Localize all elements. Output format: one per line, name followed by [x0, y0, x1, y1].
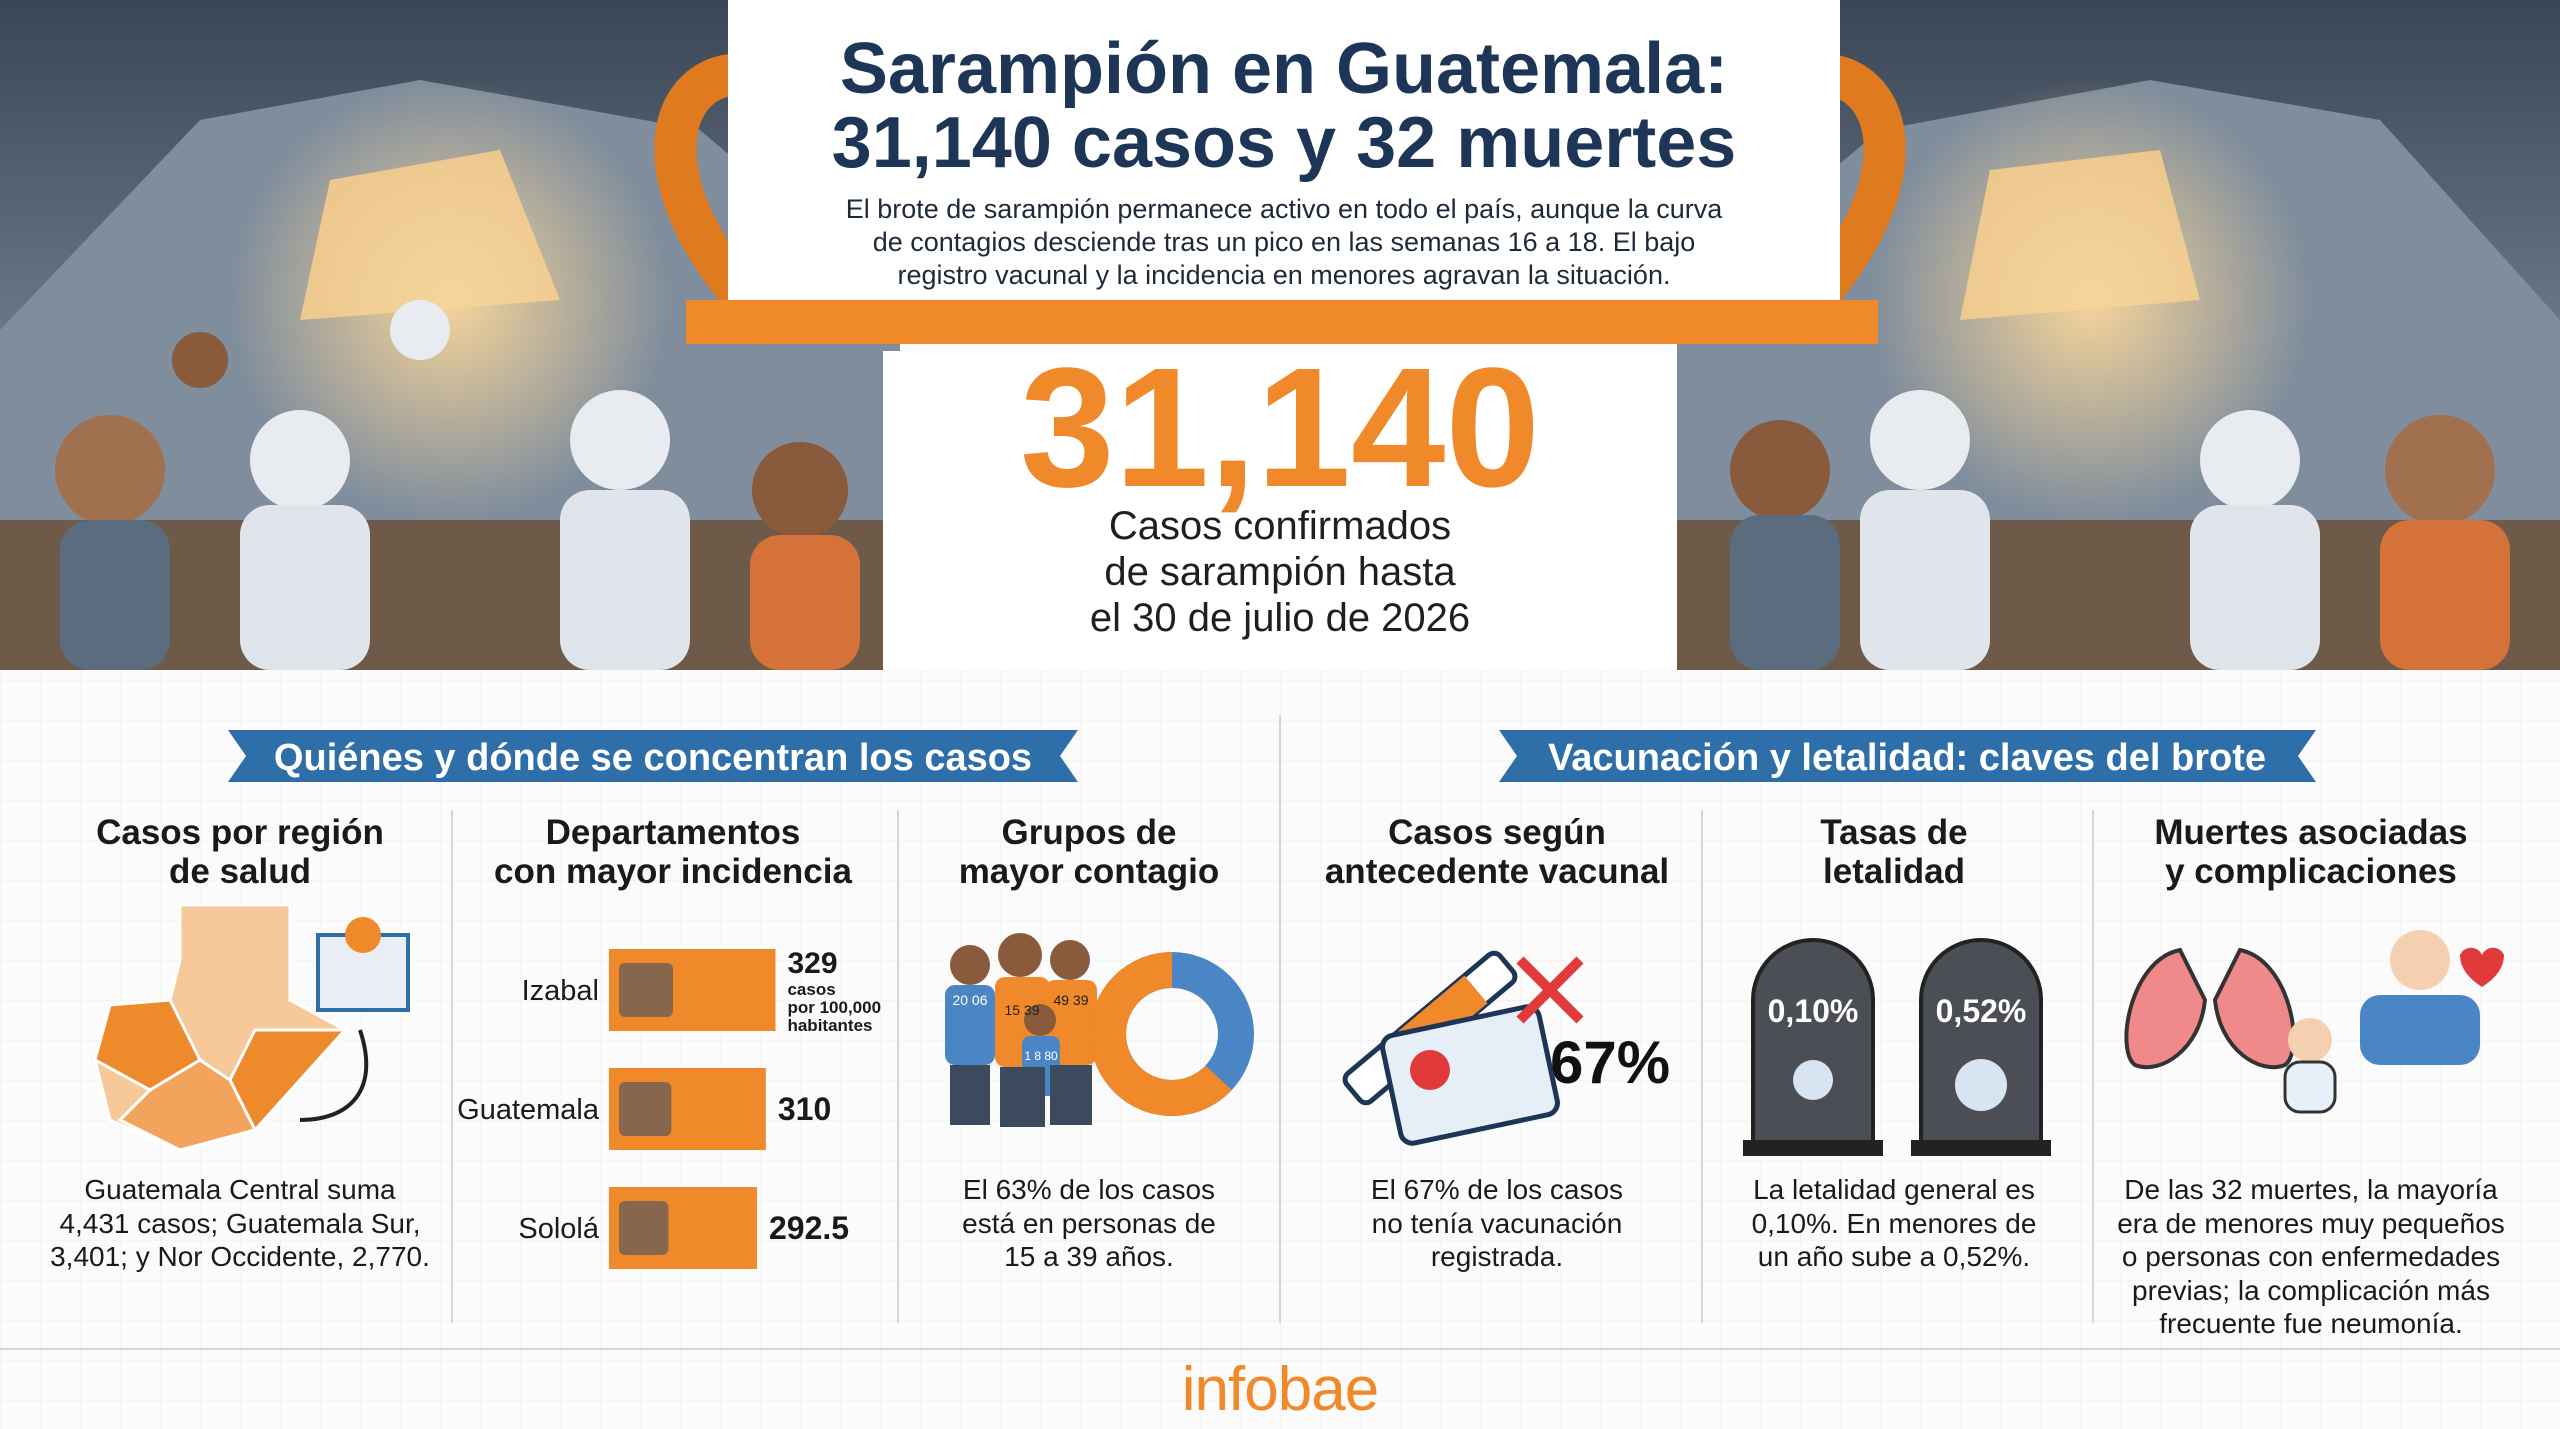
panel-text-line: frecuente fue neumonía. [2159, 1308, 2463, 1339]
ribbon-band [686, 300, 1878, 344]
panel-title-line: Casos por región [96, 813, 384, 852]
panel-text-line: un año sube a 0,52%. [1757, 1241, 2031, 1272]
panel-title-line: mayor contagio [958, 852, 1220, 891]
panel-title: Muertes asociadas y complicaciones [2081, 813, 2541, 891]
panel-text-line: o personas con enfermedades [2121, 1241, 2501, 1272]
value-label: 329 [787, 947, 837, 980]
title-line: 31,140 casos y 32 muertes [831, 103, 1737, 183]
illustration-right [1677, 0, 2560, 670]
panel-text: Guatemala Central suma 4,431 casos; Guate… [10, 1173, 470, 1274]
value-label: 310 [778, 1091, 831, 1127]
panel-text-line: De las 32 muertes, la mayoría [2124, 1174, 2498, 1205]
panel-title-line: antecedente vacunal [1324, 852, 1670, 891]
bar-icon [619, 1201, 669, 1255]
people-icon [945, 933, 1097, 1127]
panel-text-line: previas; la complicación más [2132, 1274, 2490, 1306]
lead-line: de contagios desciende tras un pico en l… [872, 227, 1696, 257]
panel-title-line: Grupos de [1001, 813, 1177, 852]
panel-text-line: está en personas de [962, 1207, 1216, 1239]
unit-label: casos [787, 980, 835, 999]
vaccine-icon [1342, 950, 1584, 1146]
lead-line: El brote de sarampión permanece activo e… [845, 194, 1723, 224]
panel-text-line: 0,10%. En menores de [1751, 1207, 2037, 1239]
panel-text-line: El 63% de los casos [962, 1174, 1216, 1205]
panel-title-line: Tasas de [1820, 813, 1968, 852]
panel-title-line: Muertes asociadas [2154, 813, 2468, 852]
panel-text-line: La letalidad general es [1753, 1174, 2035, 1205]
category-label: Guatemala [457, 1094, 600, 1126]
hero-figure: 31,140 [1020, 333, 1540, 523]
panel-text: De las 32 muertes, la mayoría era de meno… [2081, 1173, 2541, 1341]
panel-text-line: era de menores muy pequeños [2117, 1207, 2505, 1239]
panel-text: El 63% de los casos está en personas de 15… [859, 1173, 1319, 1274]
panel-title-line: Casos según [1388, 813, 1606, 852]
section-banner [228, 730, 2316, 782]
section-heading: Quiénes y dónde se concentran los casos [274, 737, 1032, 779]
hero-box [883, 351, 1677, 670]
unit-label: habitantes [787, 1016, 872, 1035]
panel-text-line: 3,401; y Nor Occidente, 2,770. [50, 1241, 430, 1272]
tombstones [1743, 938, 2051, 1156]
dividers [0, 715, 2560, 1350]
panel-title-line: Departamentos [545, 813, 801, 852]
category-label: Izabal [522, 975, 599, 1007]
panel-text-line: 4,431 casos; Guatemala Sur, [59, 1207, 421, 1239]
brand: infobae [1181, 1355, 1379, 1424]
shirt-label: 20 06 [952, 992, 987, 1008]
rate-label: 0,10% [1768, 993, 1859, 1029]
lead: El brote de sarampión permanece activo e… [734, 193, 1834, 292]
panel-text-line: Guatemala Central suma [84, 1174, 396, 1205]
shirt-label: 1 8 80 [1024, 1049, 1058, 1063]
shirt-label: 49 39 [1053, 992, 1088, 1008]
caption-line: el 30 de julio de 2026 [1089, 596, 1471, 640]
caption-line: Casos confirmados [1108, 504, 1452, 548]
hero-caption: Casos confirmados de sarampión hasta el 30… [890, 503, 1670, 641]
vaccine-figure: 67% [1549, 1029, 1671, 1096]
category-label: Sololá [518, 1213, 599, 1245]
shirt-label: 15 39 [1004, 1002, 1039, 1018]
panel-title: Grupos de mayor contagio [859, 813, 1319, 891]
panel-title: Casos según antecedente vacunal [1267, 813, 1727, 891]
lead-line: registro vacunal y la incidencia en meno… [897, 260, 1671, 290]
bar-icon [619, 963, 673, 1017]
bar-icon [619, 1082, 672, 1136]
complications-icon [2124, 930, 2504, 1114]
title: Sarampión en Guatemala: 31,140 casos y 32… [734, 32, 1834, 180]
panel-title: Tasas de letalidad [1664, 813, 2124, 891]
rate-label: 0,52% [1936, 993, 2027, 1029]
region-map [93, 903, 410, 1152]
title-line: Sarampión en Guatemala: [839, 29, 1729, 109]
panel-text: El 67% de los casos no tenía vacunación re… [1267, 1173, 1727, 1274]
panel-title-line: letalidad [1823, 852, 1965, 891]
panel-text-line: 15 a 39 años. [1004, 1241, 1174, 1272]
panel-title: Departamentos con mayor incidencia [443, 813, 903, 891]
donut-segment [1090, 952, 1254, 1116]
panel-title: Casos por región de salud [10, 813, 470, 891]
panel-text-line: El 67% de los casos [1370, 1174, 1624, 1205]
panel-text-line: registrada. [1430, 1241, 1564, 1272]
header-box [728, 0, 1840, 302]
panel-title-line: de salud [169, 852, 311, 891]
panel-title-line: y complicaciones [2165, 852, 2457, 891]
unit-label: por 100,000 [787, 998, 881, 1017]
panel-text-line: no tenía vacunación [1371, 1207, 1623, 1239]
panel-text: La letalidad general es 0,10%. En menores… [1664, 1173, 2124, 1274]
panel-title-line: con mayor incidencia [494, 852, 852, 891]
value-label: 292.5 [769, 1210, 849, 1246]
caption-line: de sarampión hasta [1104, 550, 1456, 594]
section-heading: Vacunación y letalidad: claves del brote [1548, 737, 2266, 779]
